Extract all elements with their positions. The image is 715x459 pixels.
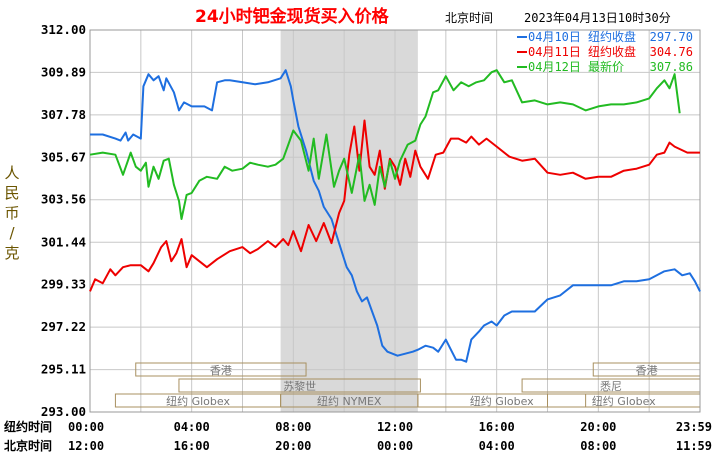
market-session-bar xyxy=(135,362,307,377)
legend-kind: 纽约收盘 xyxy=(588,29,636,44)
x-tick-label: 08:00 xyxy=(275,420,311,434)
y-tick-label: 305.67 xyxy=(41,149,86,164)
x-tick-label: 23:59 xyxy=(676,420,712,434)
chart-title: 24小时钯金现货买入价格 xyxy=(195,6,390,27)
y-label-char: 民 xyxy=(4,184,19,202)
market-session-label: 纽约 Globex xyxy=(592,394,656,408)
y-tick-label: 301.44 xyxy=(41,234,86,249)
market-session-label: 纽约 Globex xyxy=(470,394,534,408)
legend-date: 04月12日 xyxy=(528,60,581,74)
series-line-1 xyxy=(90,69,701,363)
y-label-char: 克 xyxy=(4,244,19,262)
x-tick-label: 11:59 xyxy=(676,439,712,453)
legend: 04月10日 纽约收盘 297.70 04月11日 纽约收盘 304.76 04月12日 最新… xyxy=(517,29,693,74)
market-session-label: 香港 xyxy=(210,364,232,377)
x-tick-label: 16:00 xyxy=(174,439,210,453)
y-axis-ticks: 312.00 309.89 307.78 305.67 303.56 301.44 299.… xyxy=(41,22,86,419)
x-tick-label: 16:00 xyxy=(479,420,515,434)
x-tick-label: 00:00 xyxy=(377,439,413,453)
y-tick-label: 303.56 xyxy=(41,192,86,207)
legend-value: 307.86 xyxy=(650,60,693,74)
y-label-char: 人 xyxy=(4,164,19,182)
y-tick-label: 309.89 xyxy=(41,64,86,79)
x-axis-ticks: 纽约时间 00:00 04:00 08:00 12:00 16:00 20:00 23:59 北… xyxy=(4,419,712,453)
x-tick-label: 12:00 xyxy=(68,439,104,453)
series-line-3 xyxy=(89,69,681,220)
x-row-label: 北京时间 xyxy=(4,438,52,453)
legend-kind: 最新价 xyxy=(588,59,624,74)
subtitle-time: 2023年04月13日10时30分 xyxy=(524,11,671,25)
legend-date: 04月11日 xyxy=(528,45,581,59)
y-tick-label: 299.33 xyxy=(41,277,86,292)
y-axis-label: 人民币 / 克 xyxy=(4,164,19,262)
x-tick-label: 12:00 xyxy=(377,420,413,434)
x-tick-label: 04:00 xyxy=(479,439,515,453)
x-tick-label: 20:00 xyxy=(580,420,616,434)
market-session-label: 纽约 Globex xyxy=(166,394,230,408)
market-session-label: 香港 xyxy=(636,364,658,377)
market-session-label: 悉尼 xyxy=(600,380,622,393)
subtitle-zone: 北京时间 xyxy=(445,11,493,25)
y-tick-label: 293.00 xyxy=(41,404,86,419)
x-tick-label: 04:00 xyxy=(174,420,210,434)
series-line-2 xyxy=(89,119,700,292)
x-row-label: 纽约时间 xyxy=(4,419,52,434)
market-session-bar xyxy=(417,393,587,408)
y-label-char: / xyxy=(9,224,15,242)
x-tick-label: 08:00 xyxy=(580,439,616,453)
market-session-bar xyxy=(178,378,421,393)
x-tick-label: 00:00 xyxy=(68,420,104,434)
y-tick-label: 295.11 xyxy=(41,362,86,377)
series-lines xyxy=(89,69,701,363)
market-session-label: 苏黎世 xyxy=(283,379,316,393)
legend-value: 304.76 xyxy=(650,45,693,59)
x-tick-label: 20:00 xyxy=(275,439,311,453)
y-tick-label: 297.22 xyxy=(41,319,86,334)
y-tick-label: 312.00 xyxy=(41,22,86,37)
market-session-label: 纽约 NYMEX xyxy=(317,394,382,408)
plot-frame xyxy=(89,29,701,413)
y-label-char: 币 xyxy=(4,204,19,222)
legend-value: 297.70 xyxy=(650,30,693,44)
legend-date: 04月10日 xyxy=(528,30,581,44)
legend-kind: 纽约收盘 xyxy=(588,44,636,59)
y-tick-label: 307.78 xyxy=(41,107,86,122)
